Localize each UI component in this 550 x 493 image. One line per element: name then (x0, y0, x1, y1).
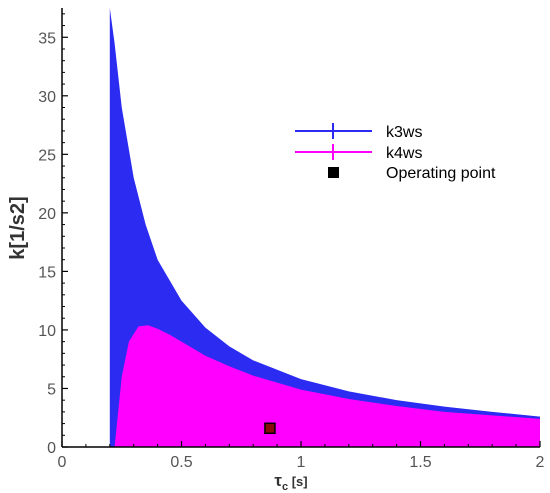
legend: k3ws k4ws Operating point (295, 123, 496, 182)
legend-operating-point-marker (328, 167, 339, 178)
legend-item-operating-point: Operating point (328, 165, 496, 182)
y-tick-label: 15 (38, 264, 56, 281)
series-areas (109, 8, 541, 447)
x-tick-label: 1 (297, 454, 306, 471)
x-axis-label-subscript: c (282, 481, 288, 493)
x-axis-label: τc [s] (274, 471, 307, 493)
y-tick-label: 5 (47, 381, 56, 398)
x-ticks: 0 0.5 1 1.5 2 (58, 441, 545, 471)
y-tick-label: 35 (38, 30, 56, 47)
y-tick-label: 30 (38, 89, 56, 106)
x-tick-label: 0 (58, 454, 67, 471)
operating-point-marker (264, 422, 276, 435)
legend-k3ws-label: k3ws (386, 124, 422, 141)
y-tick-label: 20 (38, 206, 56, 223)
y-tick-label: 0 (47, 440, 56, 457)
x-axis-label-symbol: τ (274, 471, 282, 490)
legend-item-k4ws: k4ws (295, 144, 422, 162)
legend-k4ws-label: k4ws (386, 145, 422, 162)
x-axis-label-unit: [s] (288, 474, 308, 489)
y-tick-label: 10 (38, 323, 56, 340)
legend-item-k3ws: k3ws (295, 123, 422, 141)
y-tick-label: 25 (38, 147, 56, 164)
x-tick-label: 2 (536, 454, 545, 471)
y-axis-label: k[1/s2] (7, 196, 29, 259)
data-points (264, 422, 276, 435)
series-area-k4ws (114, 325, 540, 447)
series-area-k3ws (109, 8, 541, 447)
y-ticks: 0 5 10 15 20 25 30 35 (38, 13, 68, 457)
x-tick-label: 1.5 (409, 454, 431, 471)
x-tick-label: 0.5 (170, 454, 192, 471)
legend-operating-point-label: Operating point (386, 165, 496, 182)
